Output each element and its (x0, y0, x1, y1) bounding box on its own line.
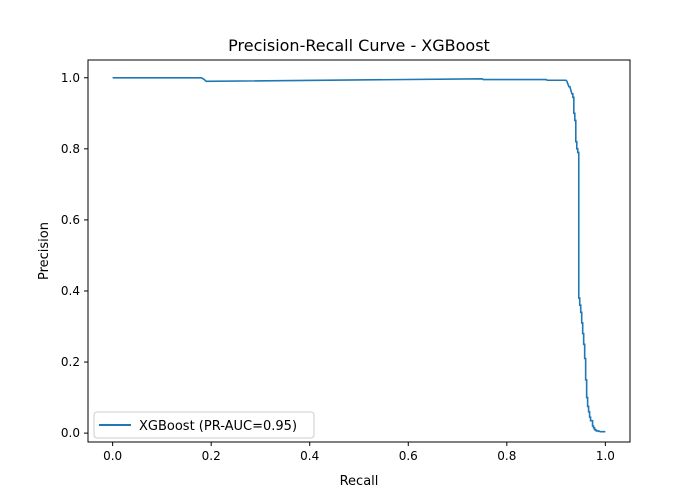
x-tick-label: 1.0 (596, 449, 615, 463)
y-tick-label: 0.2 (61, 355, 80, 369)
y-tick-label: 0.0 (61, 426, 80, 440)
plot-content (112, 76, 606, 433)
legend-label: XGBoost (PR-AUC=0.95) (139, 419, 297, 434)
x-tick-label: 0.4 (300, 449, 319, 463)
y-tick-label: 0.4 (61, 284, 80, 298)
y-tick-label: 1.0 (61, 71, 80, 85)
x-tick-label: 0.2 (202, 449, 221, 463)
legend-box (93, 411, 315, 439)
y-axis-label: Precision (37, 222, 52, 280)
x-axis: 0.0 0.2 0.4 0.6 0.8 1.0 (103, 442, 615, 463)
series-line-0 (112, 76, 606, 433)
legend: XGBoost (PR-AUC=0.95) (93, 411, 315, 439)
x-tick-label: 0.0 (103, 449, 122, 463)
chart-title: Precision-Recall Curve - XGBoost (228, 36, 490, 55)
x-tick-label: 0.6 (399, 449, 418, 463)
y-tick-label: 0.6 (61, 213, 80, 227)
y-tick-label: 0.8 (61, 142, 80, 156)
y-axis: 0.0 0.2 0.4 0.6 0.8 1.0 (61, 71, 88, 440)
plot-frame (87, 59, 631, 443)
x-axis-label: Recall (340, 474, 379, 489)
x-tick-label: 0.8 (497, 449, 516, 463)
